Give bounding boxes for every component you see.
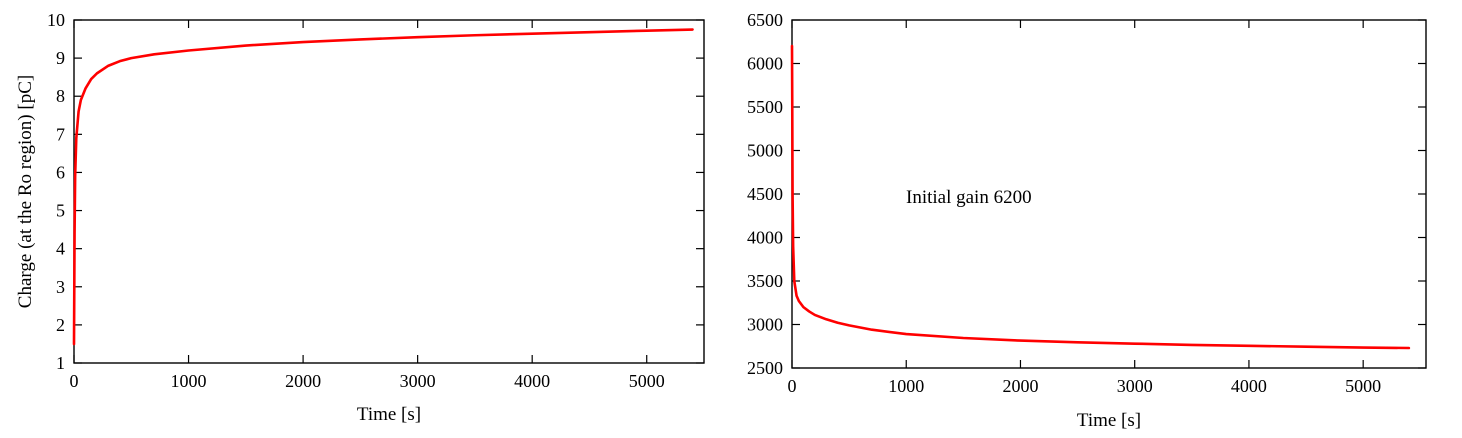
charge-y-tick-label: 2 (56, 315, 65, 335)
gain-y-tick-label: 5500 (747, 97, 783, 117)
gain-y-tick-label: 4500 (747, 184, 783, 204)
charge-x-tick-label: 3000 (400, 371, 436, 391)
gain-y-tick-label: 2500 (747, 358, 783, 378)
charge-x-ticks: 0 1000 2000 3000 4000 5000 (70, 20, 665, 391)
gain-y-ticks: 2500 3000 3500 4000 4500 5000 5500 6000 6500 (747, 10, 1426, 378)
charge-series-line (72, 28, 694, 346)
charge-y-tick-label: 8 (56, 86, 65, 106)
gain-x-tick-label: 2000 (1002, 376, 1038, 396)
gain-chart: 0 1000 2000 3000 4000 5000 2500 3000 3500 4000 45… (747, 10, 1427, 431)
gain-plot-frame (791, 19, 1427, 369)
charge-x-tick-label: 0 (70, 371, 79, 391)
gain-x-tick-label: 1000 (888, 376, 924, 396)
charge-y-ticks: 1 2 3 4 5 6 7 8 9 10 (47, 10, 704, 373)
charge-plot-frame (73, 19, 705, 364)
gain-series-line (790, 44, 1411, 350)
charge-y-tick-label: 9 (56, 48, 65, 68)
gain-y-tick-label: 3000 (747, 315, 783, 335)
charge-y-axis-title: Charge (at the Ro region) [pC] (15, 75, 36, 308)
charge-x-tick-label: 1000 (171, 371, 207, 391)
gain-x-tick-label: 4000 (1231, 376, 1267, 396)
gain-y-tick-label: 3500 (747, 271, 783, 291)
gain-x-tick-label: 3000 (1117, 376, 1153, 396)
charge-y-tick-label: 10 (47, 10, 65, 30)
gain-series-group (790, 44, 1411, 350)
gain-y-tick-label: 6000 (747, 54, 783, 74)
charge-y-tick-label: 6 (56, 162, 65, 182)
gain-x-tick-label: 5000 (1345, 376, 1381, 396)
charge-chart: 0 1000 2000 3000 4000 5000 1 2 3 4 5 6 7 8 9 10 Time [… (15, 10, 705, 425)
gain-x-ticks: 0 1000 2000 3000 4000 5000 (788, 20, 1381, 396)
charge-y-tick-label: 4 (56, 239, 65, 259)
gain-x-tick-label: 0 (788, 376, 797, 396)
gain-y-tick-label: 6500 (747, 10, 783, 30)
charge-x-tick-label: 5000 (629, 371, 665, 391)
charge-series-group (72, 28, 694, 346)
charge-y-tick-label: 3 (56, 277, 65, 297)
charge-x-axis-title: Time [s] (357, 404, 421, 425)
gain-annotation: Initial gain 6200 (906, 187, 1032, 208)
charge-y-tick-label: 7 (56, 124, 65, 144)
charge-x-tick-label: 4000 (514, 371, 550, 391)
gain-y-tick-label: 4000 (747, 228, 783, 248)
charge-y-tick-label: 1 (56, 353, 65, 373)
charge-y-tick-label: 5 (56, 201, 65, 221)
gain-y-tick-label: 5000 (747, 141, 783, 161)
charge-x-tick-label: 2000 (285, 371, 321, 391)
gain-x-axis-title: Time [s] (1077, 410, 1141, 431)
